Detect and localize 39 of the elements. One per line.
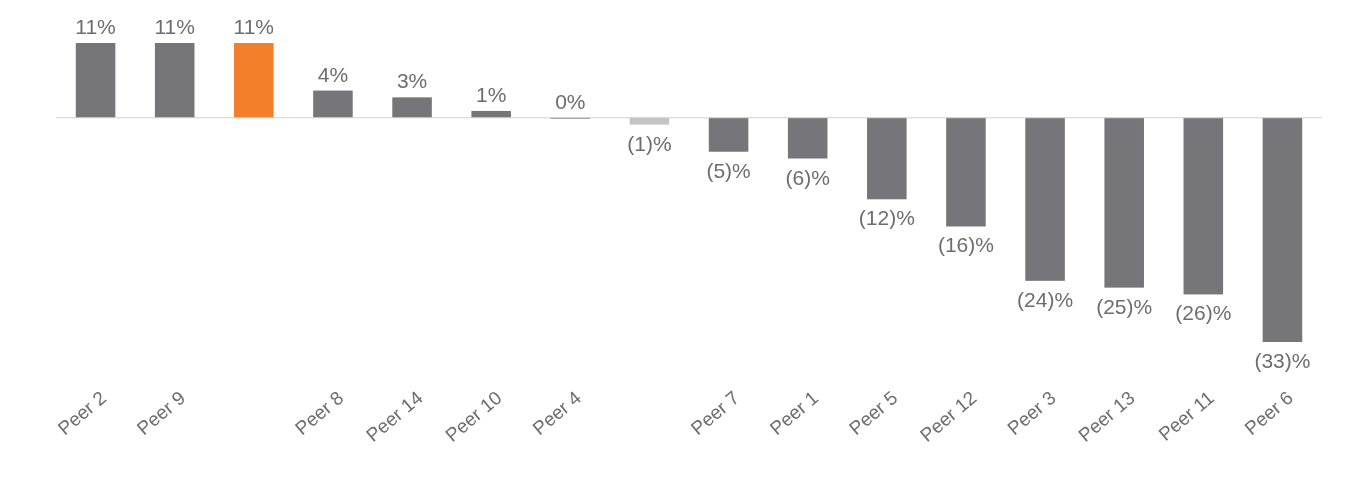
x-tick-label: Peer 6 [1240, 386, 1298, 440]
data-label: (33)% [1254, 349, 1311, 372]
bar [75, 43, 116, 118]
data-label: 11% [75, 15, 116, 38]
x-tick-label: Peer 7 [686, 386, 744, 440]
bar [787, 117, 828, 159]
data-label: 11% [154, 15, 195, 38]
x-tick-label: Peer 4 [528, 386, 586, 440]
bar [313, 90, 353, 118]
bar [392, 97, 432, 118]
data-label: 11% [233, 15, 275, 38]
bar [946, 117, 986, 227]
bar [867, 117, 907, 200]
bar [1183, 117, 1224, 295]
bar [708, 117, 749, 152]
data-label: (12)% [858, 206, 915, 230]
x-tick-label: Peer 8 [291, 386, 348, 440]
bar [234, 43, 274, 118]
data-label: (25)% [1096, 294, 1153, 318]
data-label: 0% [555, 89, 586, 113]
data-label: (16)% [937, 233, 994, 257]
bar [154, 43, 195, 118]
x-tick-label: Peer 11 [1154, 386, 1218, 445]
data-label: (26)% [1175, 301, 1232, 325]
x-tick-label: Peer 2 [53, 386, 111, 440]
data-label: 1% [476, 82, 507, 106]
x-tick-label: Peer 5 [845, 386, 902, 440]
x-tick-label: Peer 1 [765, 386, 823, 440]
data-label: (1)% [627, 131, 672, 155]
data-label: (6)% [785, 165, 830, 189]
bar [1104, 117, 1144, 288]
data-label: (24)% [1017, 287, 1074, 311]
data-label: 3% [396, 69, 428, 93]
data-label: (5)% [706, 158, 751, 182]
data-label: 4% [317, 62, 349, 86]
x-tick-label: Peer 3 [1003, 386, 1060, 440]
bar [1025, 117, 1065, 281]
bar [1262, 117, 1303, 342]
x-tick-label: Peer 9 [132, 386, 190, 440]
